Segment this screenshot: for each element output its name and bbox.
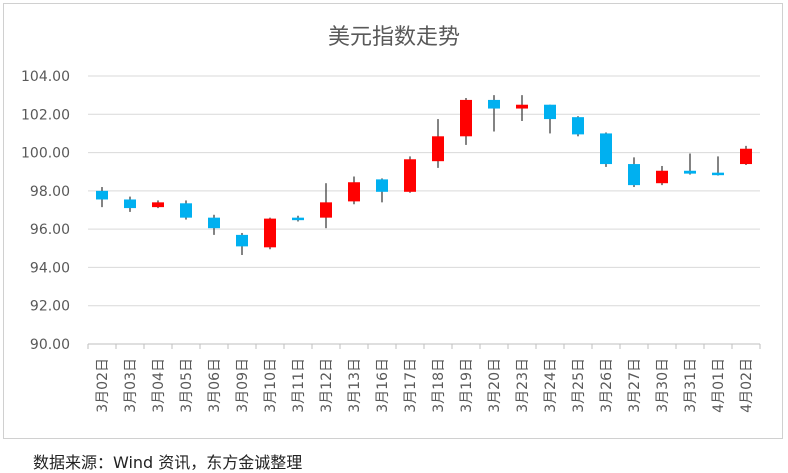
y-tick-label: 98.00 [30,184,70,200]
candle [740,145,752,166]
x-tick-label: 3月12日 [319,358,335,413]
candle [628,157,640,188]
x-tick-label: 3月16日 [375,358,391,413]
candle [432,119,444,168]
candle-body [600,133,612,165]
x-tick-label: 3月13日 [347,358,363,413]
candle-body [264,218,276,248]
candle-body [656,170,668,184]
x-tick-label: 3月31日 [683,358,699,413]
x-tick-label: 3月24日 [543,358,559,413]
candle [264,217,276,250]
candle-body [236,234,248,247]
x-tick-label: 3月25日 [571,358,587,413]
x-tick-label: 3月04日 [151,358,167,413]
candle-body [432,136,444,162]
y-tick-label: 92.00 [30,299,70,315]
candle-body [488,99,500,109]
candle-body [376,179,388,192]
y-tick-label: 102.00 [21,107,70,123]
x-tick-label: 3月05日 [179,358,195,413]
candle-body [544,104,556,120]
candle-body [460,99,472,137]
y-tick-label: 96.00 [30,222,70,238]
x-tick-label: 3月09日 [235,358,251,413]
candle-body [628,164,640,186]
x-tick-label: 3月23日 [515,358,531,413]
y-tick-label: 100.00 [21,146,70,162]
x-tick-label: 4月01日 [711,358,727,413]
candles [96,95,752,255]
candle-body [180,203,192,218]
candle [656,165,668,186]
x-tick-label: 3月10日 [263,358,279,413]
x-axis: 3月02日 3月03日 3月04日 3月05日 3月06日 3月09日 3月10日 3月11日… [87,344,761,413]
x-tick-label: 3月20日 [487,358,503,413]
x-tick-label: 3月11日 [291,358,307,413]
x-tick-label: 3月19日 [459,358,475,413]
candle-body [684,170,696,174]
x-tick-label: 3月30日 [655,358,671,413]
candle [684,153,696,175]
candle-body [572,117,584,135]
candle [516,95,528,121]
x-tick-label: 3月26日 [599,358,615,413]
y-tick-label: 90.00 [30,337,70,353]
candle-body [96,190,108,200]
candle [348,176,360,205]
y-axis: 90.00 92.00 94.00 96.00 98.00 100.00 102.00 104… [21,69,70,353]
candle [460,98,472,145]
candle [124,196,136,212]
x-tick-label: 4月02日 [739,358,755,413]
candle-body [740,148,752,165]
source-note: 数据来源：Wind 资讯，东方金诚整理 [33,453,303,472]
candle-body [712,172,724,176]
candle-body [348,182,360,202]
x-tick-label: 3月02日 [95,358,111,413]
x-tick-label: 3月03日 [123,358,139,413]
candle-body [208,217,220,229]
candle-body [152,202,164,208]
candle [152,200,164,209]
candle [488,95,500,132]
candle [376,178,388,203]
chart-title: 美元指数走势 [328,25,460,50]
candle [600,132,612,167]
candle-body [516,104,528,109]
y-tick-label: 94.00 [30,260,70,276]
x-tick-label: 3月06日 [207,358,223,413]
x-tick-label: 3月18日 [431,358,447,413]
candle [320,183,332,229]
candle-body [404,159,416,192]
candle-body [124,199,136,209]
candle [236,232,248,255]
candle [712,156,724,176]
candle-body [320,202,332,218]
x-tick-label: 3月27日 [627,358,643,413]
candle [572,116,584,137]
candle [96,187,108,208]
candle [208,214,220,235]
candle [404,156,416,193]
y-tick-label: 104.00 [21,69,70,85]
x-tick-label: 3月17日 [403,358,419,413]
candle-body [292,217,304,221]
candle [292,215,304,222]
candle [180,200,192,220]
candle [544,104,556,134]
